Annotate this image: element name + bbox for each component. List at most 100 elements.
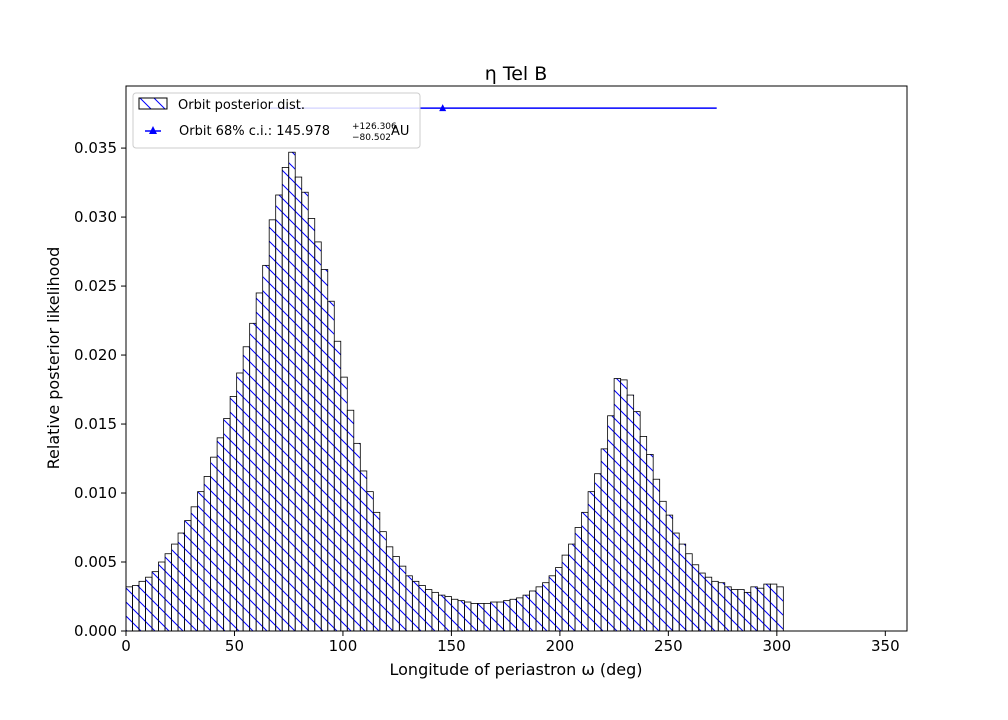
histogram-bar [503, 600, 511, 632]
histogram-bar [444, 596, 452, 632]
histogram-bar [522, 594, 530, 632]
legend-ci-sup: +126.306 [352, 122, 397, 132]
histogram-bar [483, 603, 491, 632]
histogram-bar [561, 554, 569, 632]
legend-ci-prefix: Orbit 68% c.i.: 145.978 [179, 124, 330, 139]
x-tick-label: 350 [871, 637, 900, 655]
legend-box [132, 92, 421, 149]
histogram-bar [724, 586, 732, 632]
histogram-bar [470, 603, 478, 632]
histogram-bar [633, 411, 641, 632]
x-tick-label: 250 [654, 637, 683, 655]
histogram-bar [574, 527, 582, 632]
histogram-bar [704, 576, 713, 632]
histogram-bar [216, 437, 225, 632]
histogram-bar [535, 586, 543, 632]
x-tick-label: 150 [437, 637, 466, 655]
histogram-bar [730, 589, 739, 632]
histogram-bar [203, 476, 212, 632]
legend-ci-sub: −80.502 [352, 133, 391, 143]
y-tick-label: 0.000 [74, 622, 117, 640]
histogram-bar [756, 587, 765, 632]
histogram-bar [607, 415, 615, 632]
histogram-bar [691, 564, 700, 632]
histogram-bar [392, 556, 400, 632]
histogram-bar [288, 151, 296, 632]
legend-label-posterior: Orbit posterior dist. [178, 98, 305, 113]
histogram-bar [372, 511, 381, 632]
histogram-bar [158, 561, 166, 632]
histogram-bar [411, 580, 420, 632]
histogram-bar [346, 409, 355, 632]
histogram-bar [717, 582, 726, 632]
histogram-bar [568, 543, 576, 632]
histogram-bar [587, 491, 596, 632]
histogram-bar [125, 586, 133, 632]
histogram-bar [281, 167, 290, 632]
histogram-bar [457, 600, 465, 632]
y-tick-label: 0.035 [74, 139, 117, 157]
x-tick-label: 300 [763, 637, 792, 655]
histogram-bar [665, 514, 674, 632]
histogram-bar [177, 532, 185, 632]
histogram-bar [249, 322, 257, 632]
histogram-bar [678, 543, 687, 632]
histogram-bar [496, 601, 504, 632]
x-tick-label: 100 [329, 637, 358, 655]
histogram-bar [301, 191, 309, 632]
y-tick-label: 0.015 [74, 415, 117, 433]
histogram-bar [307, 218, 316, 632]
x-tick-label: 200 [546, 637, 575, 655]
histogram-bar [398, 565, 407, 632]
histogram-bar [151, 571, 159, 632]
x-tick-label: 50 [225, 637, 244, 655]
histogram-bar [737, 589, 745, 632]
y-axis-ticks: 0.000 0.005 0.010 0.015 0.020 0.025 0.030 0.035 [74, 139, 126, 640]
histogram-bar [132, 585, 140, 632]
y-tick-label: 0.030 [74, 208, 117, 226]
histogram-bar [268, 219, 277, 632]
histogram-bar [327, 300, 335, 632]
histogram-bar [197, 491, 205, 632]
histogram-bars [125, 151, 784, 632]
histogram-bar [509, 598, 517, 632]
x-axis-label: Longitude of periastron ω (deg) [390, 660, 643, 679]
histogram-bar [359, 470, 368, 632]
histogram-bar [743, 591, 752, 632]
histogram-bar [750, 586, 758, 632]
histogram-bar [613, 378, 622, 632]
chart-title: η Tel B [485, 63, 548, 85]
histogram-bar [672, 532, 680, 632]
histogram-bar [464, 601, 472, 632]
histogram-bar [314, 241, 322, 632]
histogram-bar [385, 546, 394, 632]
y-tick-label: 0.010 [74, 484, 117, 502]
histogram-bar [190, 506, 198, 632]
histogram-bar [164, 553, 172, 632]
histogram-bar [769, 583, 778, 632]
histogram-bar [763, 583, 771, 632]
histogram-bar [405, 575, 413, 632]
histogram-bar [639, 436, 648, 632]
legend-label-ci: Orbit 68% c.i.: 145.978 [179, 124, 330, 139]
histogram-bar [294, 176, 303, 632]
x-axis-ticks: 0 50 100 150 200 250 300 350 [121, 631, 900, 655]
histogram-bar [353, 442, 361, 632]
legend-hatch-swatch [138, 97, 168, 110]
histogram-bar [424, 589, 433, 632]
histogram-bar [652, 478, 661, 632]
histogram-bar [145, 576, 153, 632]
y-tick-label: 0.005 [74, 553, 117, 571]
y-tick-label: 0.025 [74, 277, 117, 295]
histogram-bar [620, 379, 628, 632]
y-axis-label: Relative posterior likelihood [44, 247, 63, 470]
errorbar-triangle-marker [439, 104, 447, 112]
histogram-bar [548, 575, 556, 632]
histogram-bar [333, 340, 342, 632]
histogram-bar [477, 603, 485, 632]
histogram-bar [529, 590, 537, 632]
legend-triangle-marker-icon [149, 126, 157, 134]
histogram-bar [516, 597, 524, 632]
histogram-bar [659, 500, 667, 632]
histogram-bar [418, 585, 426, 632]
